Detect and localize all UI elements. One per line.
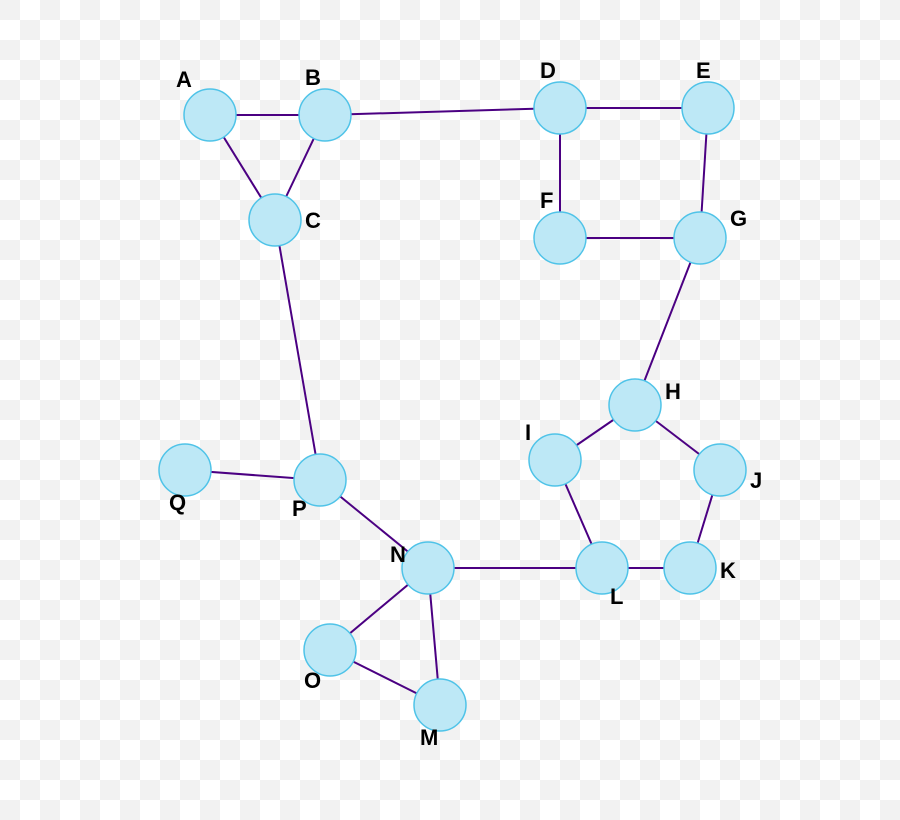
graph-canvas: A B C D E F G H I J K L M N O P Q <box>0 0 900 820</box>
node-H <box>609 379 661 431</box>
node-E <box>682 82 734 134</box>
node-label-Q: Q <box>169 490 186 515</box>
node-label-J: J <box>750 468 762 493</box>
node-K <box>664 542 716 594</box>
node-D <box>534 82 586 134</box>
node-label-K: K <box>720 558 736 583</box>
node-label-F: F <box>540 188 553 213</box>
node-label-D: D <box>540 58 556 83</box>
node-label-P: P <box>292 496 307 521</box>
node-I <box>529 434 581 486</box>
node-N <box>402 542 454 594</box>
node-label-H: H <box>665 379 681 404</box>
node-A <box>184 89 236 141</box>
node-label-G: G <box>730 206 747 231</box>
node-label-O: O <box>304 668 321 693</box>
node-label-I: I <box>525 420 531 445</box>
node-C <box>249 194 301 246</box>
node-label-A: A <box>176 67 192 92</box>
node-B <box>299 89 351 141</box>
node-J <box>694 444 746 496</box>
node-M <box>414 679 466 731</box>
node-label-B: B <box>305 65 321 90</box>
node-G <box>674 212 726 264</box>
node-label-N: N <box>390 542 406 567</box>
node-Q <box>159 444 211 496</box>
node-label-L: L <box>610 584 623 609</box>
node-label-M: M <box>420 725 438 750</box>
node-F <box>534 212 586 264</box>
node-label-C: C <box>305 208 321 233</box>
node-label-E: E <box>696 58 711 83</box>
